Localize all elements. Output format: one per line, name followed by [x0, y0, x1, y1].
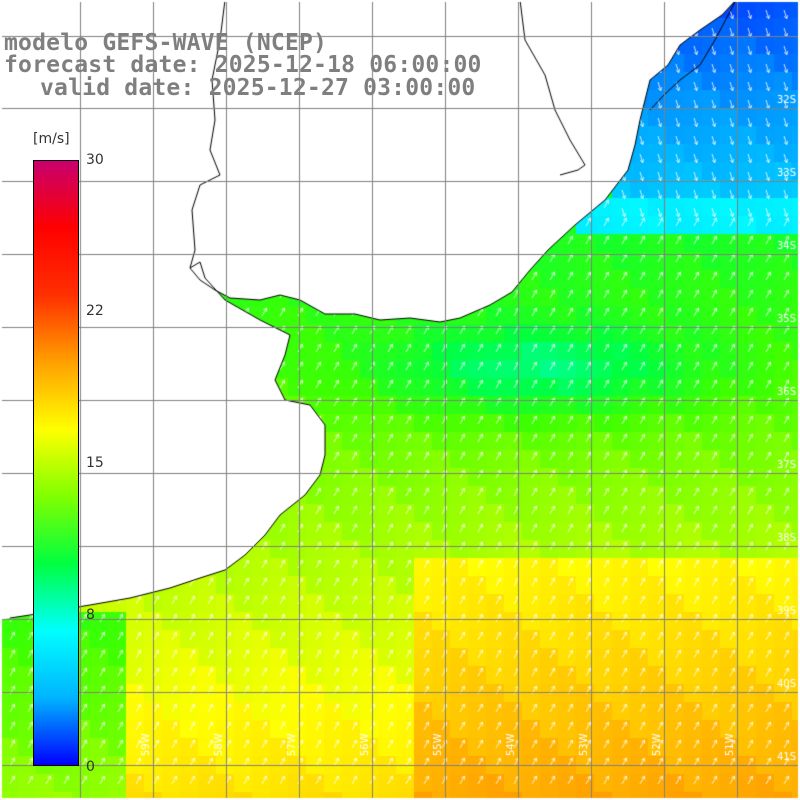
- valid-date: valid date: 2025-12-27 03:00:00: [40, 75, 476, 101]
- colorbar-tick-8: 8: [86, 607, 95, 623]
- colorbar-tick-15: 15: [86, 455, 104, 471]
- colorbar-unit: [m/s]: [33, 131, 70, 147]
- colorbar-tick-30: 30: [86, 152, 104, 168]
- colorbar-tick-0: 0: [86, 759, 95, 775]
- colorbar-tick-22: 22: [86, 303, 104, 319]
- forecast-date: forecast date: 2025-12-18 06:00:00: [4, 52, 482, 78]
- model-title: modelo GEFS-WAVE (NCEP): [4, 30, 328, 56]
- colorbar: [33, 160, 79, 766]
